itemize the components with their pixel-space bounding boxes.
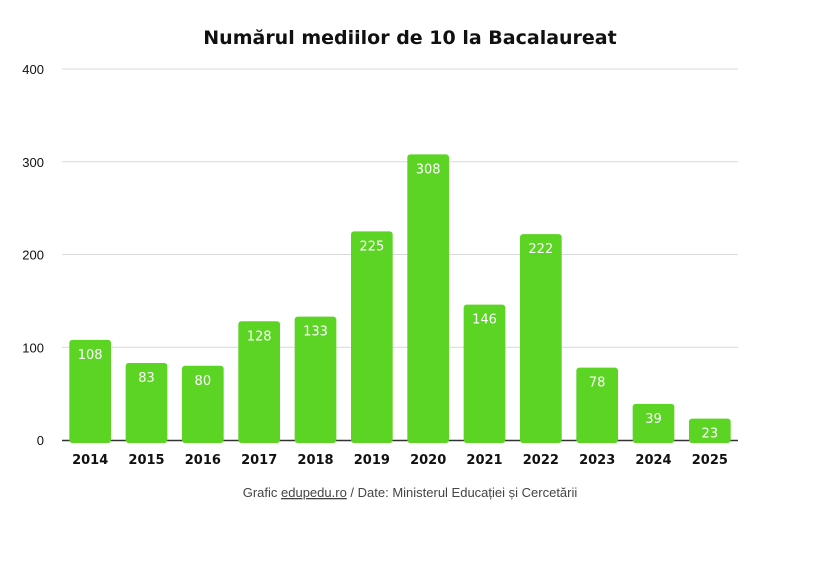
bar	[407, 154, 450, 443]
bar	[294, 316, 337, 443]
bar	[576, 367, 619, 443]
data-label: 80	[195, 374, 212, 389]
x-axis-labels: 2014 2015 2016 2017 2018 2019 2020 2021 2022 2023…	[72, 453, 728, 468]
x-tick-label: 2015	[128, 453, 164, 468]
caption-prefix: Grafic	[243, 485, 281, 500]
x-tick-label: 2018	[297, 453, 333, 468]
caption-suffix: / Date: Ministerul Educației și Cercetăr…	[347, 485, 578, 500]
y-tick-label: 100	[22, 340, 44, 355]
x-tick-label: 2022	[523, 453, 559, 468]
bar	[632, 403, 675, 443]
bar	[181, 365, 224, 443]
x-tick-label: 2025	[692, 453, 728, 468]
data-label: 308	[416, 162, 441, 177]
data-label: 128	[247, 329, 272, 344]
x-tick-label: 2021	[466, 453, 502, 468]
bar	[125, 363, 168, 443]
y-tick-label: 200	[22, 248, 44, 263]
data-label: 39	[645, 412, 662, 427]
bar	[463, 304, 506, 443]
grid-lines	[62, 68, 738, 442]
bar	[350, 231, 393, 443]
y-axis-ticks: 0 100 200 300 400	[22, 62, 44, 448]
x-tick-label: 2024	[635, 453, 671, 468]
chart-title: Numărul mediilor de 10 la Bacalaureat	[203, 27, 616, 49]
bar	[69, 339, 112, 443]
source-link[interactable]: edupedu.ro	[281, 485, 347, 500]
y-tick-label: 0	[37, 433, 44, 448]
bars: 108 83 80 128 133 225 308 146 222 78 39 23	[69, 154, 731, 443]
x-tick-label: 2016	[185, 453, 221, 468]
y-tick-label: 300	[22, 155, 44, 170]
data-label: 225	[359, 239, 384, 254]
x-tick-label: 2023	[579, 453, 615, 468]
data-label: 23	[702, 427, 719, 442]
x-tick-label: 2019	[354, 453, 390, 468]
bar	[519, 234, 562, 443]
source-caption: Grafic edupedu.ro / Date: Ministerul Edu…	[243, 485, 578, 500]
bar	[238, 321, 281, 443]
data-label: 222	[528, 242, 553, 257]
data-label: 108	[78, 348, 103, 363]
x-tick-label: 2014	[72, 453, 108, 468]
data-label: 146	[472, 313, 497, 328]
x-tick-label: 2020	[410, 453, 446, 468]
data-label: 78	[589, 376, 606, 391]
x-tick-label: 2017	[241, 453, 277, 468]
bar	[688, 418, 731, 443]
y-tick-label: 400	[22, 62, 44, 77]
data-label: 133	[303, 325, 328, 340]
data-label: 83	[138, 371, 155, 386]
